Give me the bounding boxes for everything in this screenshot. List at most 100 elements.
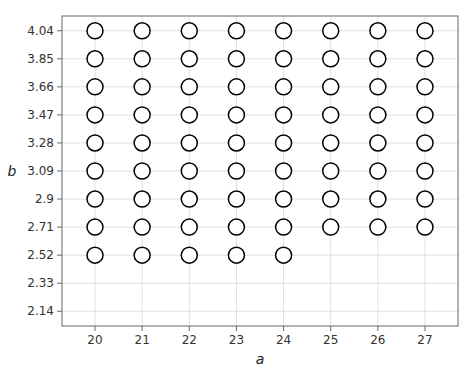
point — [323, 191, 339, 207]
point — [276, 107, 292, 123]
point — [276, 219, 292, 235]
x-axis-label: a — [256, 351, 265, 367]
point — [228, 79, 244, 95]
point — [181, 79, 197, 95]
point — [323, 135, 339, 151]
tick-label-y: 3.47 — [27, 108, 54, 122]
point — [181, 219, 197, 235]
tick-label-x: 27 — [417, 333, 432, 347]
tick-label-y: 2.9 — [35, 192, 54, 206]
tick-label-y: 2.52 — [27, 248, 54, 262]
grid-line-y — [62, 58, 458, 59]
grid-line-y — [62, 283, 458, 284]
point — [323, 23, 339, 39]
tick-label-y: 2.33 — [27, 276, 54, 290]
y-axis-label: b — [8, 163, 17, 179]
point — [181, 23, 197, 39]
point — [417, 135, 433, 151]
point — [228, 23, 244, 39]
point — [323, 79, 339, 95]
point — [370, 51, 386, 67]
point — [323, 163, 339, 179]
tick-y — [57, 58, 62, 59]
tick-label-y: 3.85 — [27, 52, 54, 66]
point — [228, 163, 244, 179]
tick-label-x: 23 — [229, 333, 244, 347]
tick-label-x: 24 — [276, 333, 291, 347]
tick-y — [57, 283, 62, 284]
tick-y — [57, 114, 62, 115]
tick-y — [57, 142, 62, 143]
grid-line-y — [62, 142, 458, 143]
point — [134, 191, 150, 207]
tick-y — [57, 255, 62, 256]
tick-x — [142, 326, 143, 331]
point — [228, 51, 244, 67]
points — [87, 23, 433, 263]
point — [276, 191, 292, 207]
point — [181, 163, 197, 179]
point — [181, 247, 197, 263]
background — [0, 0, 474, 374]
point — [134, 219, 150, 235]
tick-label-y: 3.28 — [27, 136, 54, 150]
point — [417, 79, 433, 95]
point — [276, 79, 292, 95]
grid-line-y — [62, 114, 458, 115]
tick-label-y: 3.09 — [27, 164, 54, 178]
tick-x — [95, 326, 96, 331]
point — [181, 51, 197, 67]
point — [276, 247, 292, 263]
point — [87, 191, 103, 207]
chart: 20212223242526272.142.332.522.712.93.093… — [0, 0, 474, 374]
point — [87, 79, 103, 95]
tick-y — [57, 311, 62, 312]
tick-y — [57, 171, 62, 172]
point — [181, 191, 197, 207]
point — [417, 107, 433, 123]
point — [417, 219, 433, 235]
point — [370, 191, 386, 207]
point — [87, 163, 103, 179]
tick-label-x: 20 — [87, 333, 102, 347]
tick-x — [283, 326, 284, 331]
tick-y — [57, 227, 62, 228]
point — [228, 191, 244, 207]
point — [417, 191, 433, 207]
point — [276, 135, 292, 151]
point — [276, 163, 292, 179]
point — [134, 107, 150, 123]
tick-label-x: 22 — [182, 333, 197, 347]
grid-line-y — [62, 311, 458, 312]
point — [370, 219, 386, 235]
grid-line-y — [62, 171, 458, 172]
point — [370, 135, 386, 151]
point — [417, 23, 433, 39]
tick-y — [57, 86, 62, 87]
grid — [62, 16, 458, 326]
tick-label-y: 3.66 — [27, 80, 54, 94]
point — [370, 79, 386, 95]
point — [370, 163, 386, 179]
point — [181, 107, 197, 123]
tick-x — [425, 326, 426, 331]
point — [134, 51, 150, 67]
point — [134, 135, 150, 151]
axes: 20212223242526272.142.332.522.712.93.093… — [27, 16, 458, 347]
grid-line-y — [62, 30, 458, 31]
tick-y — [57, 30, 62, 31]
tick-label-x: 26 — [370, 333, 385, 347]
point — [417, 51, 433, 67]
tick-label-y: 2.71 — [27, 220, 54, 234]
tick-label-y: 4.04 — [27, 24, 54, 38]
point — [228, 107, 244, 123]
point — [228, 247, 244, 263]
tick-x — [330, 326, 331, 331]
point — [228, 135, 244, 151]
grid-line-y — [62, 86, 458, 87]
point — [417, 163, 433, 179]
tick-label-y: 2.14 — [27, 304, 54, 318]
point — [87, 219, 103, 235]
grid-line-y — [62, 199, 458, 200]
point — [134, 79, 150, 95]
